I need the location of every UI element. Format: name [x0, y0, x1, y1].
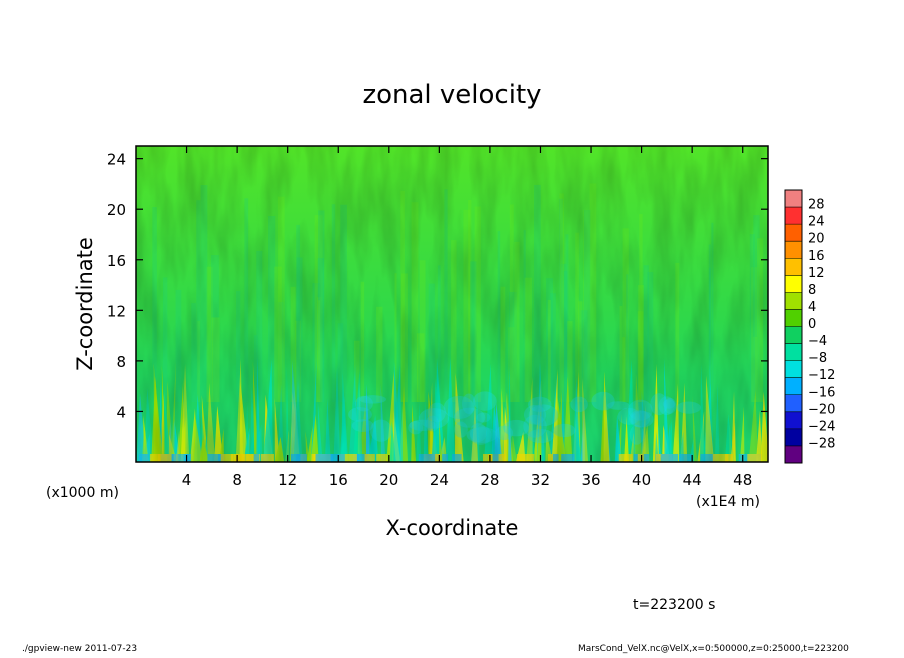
y-tick-label: 12: [107, 302, 126, 320]
x-axis-ticks: 4 8 12 16 20 24 28 32 36 40 44 48: [182, 146, 752, 489]
x-unit-right: (x1E4 m): [696, 494, 760, 510]
x-tick-label: 40: [632, 471, 651, 489]
x-tick-label: 48: [733, 471, 752, 489]
y-axis-ticks: 4 8 12 16 20 24: [107, 151, 768, 421]
y-tick-label: 24: [107, 151, 126, 169]
colorbar-segment: [785, 224, 802, 242]
y-tick-label: 4: [116, 403, 126, 421]
y-tick-label: 20: [107, 201, 126, 219]
colorbar-segment: [785, 309, 802, 327]
colorbar-label: 28: [808, 198, 825, 213]
colorbar-segment: [785, 241, 802, 259]
x-axis-label: X-coordinate: [386, 516, 519, 540]
heatmap-texture: [136, 146, 768, 462]
x-tick-label: 20: [379, 471, 398, 489]
colorbar-segment: [785, 411, 802, 430]
x-tick-label: 36: [581, 471, 600, 489]
colorbar-segment: [785, 258, 802, 276]
colorbar-label: −16: [808, 385, 835, 400]
colorbar-segment: [785, 292, 802, 310]
colorbar-segment: [785, 445, 802, 464]
colorbar: 28 24 20 16 12 8 4 0 −4 −8 −12 −16 −20 −24 −28: [784, 189, 835, 464]
plot-frame: [135, 145, 769, 463]
heatmap-field: [136, 146, 768, 462]
colorbar-segment: [785, 207, 802, 225]
x-tick-label: 12: [278, 471, 297, 489]
footer-left: ./gpview-new 2011-07-23: [22, 644, 137, 654]
colorbar-segment: [785, 360, 802, 379]
x-tick-label: 8: [232, 471, 242, 489]
y-axis-label: Z-coordinate: [73, 237, 97, 371]
x-unit-left: (x1000 m): [46, 485, 119, 501]
footer-right: MarsCond_VelX.nc@VelX,x=0:500000,z=0:250…: [578, 644, 849, 654]
x-tick-label: 28: [480, 471, 499, 489]
x-tick-label: 44: [683, 471, 702, 489]
y-tick-label: 16: [107, 252, 126, 270]
chart-title: zonal velocity: [362, 80, 541, 110]
x-tick-label: 16: [329, 471, 348, 489]
colorbar-label: −4: [808, 334, 827, 349]
colorbar-segment: [785, 326, 802, 345]
colorbar-label: 16: [808, 249, 825, 264]
colorbar-label: −24: [808, 419, 835, 434]
colorbar-label: −12: [808, 368, 835, 383]
colorbar-segment: [785, 394, 802, 413]
y-tick-label: 8: [116, 353, 126, 371]
time-label: t=223200 s: [633, 597, 715, 613]
x-tick-label: 4: [182, 471, 192, 489]
colorbar-segment: [785, 343, 802, 362]
colorbar-label: 8: [808, 283, 816, 298]
colorbar-label: 20: [808, 232, 825, 247]
colorbar-segment: [785, 190, 802, 208]
colorbar-segment: [785, 275, 802, 293]
x-tick-label: 32: [531, 471, 550, 489]
colorbar-label: −28: [808, 436, 835, 451]
colorbar-label: 24: [808, 215, 825, 230]
x-tick-label: 24: [430, 471, 449, 489]
colorbar-label: 4: [808, 300, 816, 315]
colorbar-segment: [785, 377, 802, 396]
colorbar-segment: [785, 428, 802, 447]
colorbar-label: −8: [808, 351, 827, 366]
colorbar-label: 0: [808, 317, 816, 332]
colorbar-label: 12: [808, 266, 825, 281]
colorbar-label: −20: [808, 402, 835, 417]
